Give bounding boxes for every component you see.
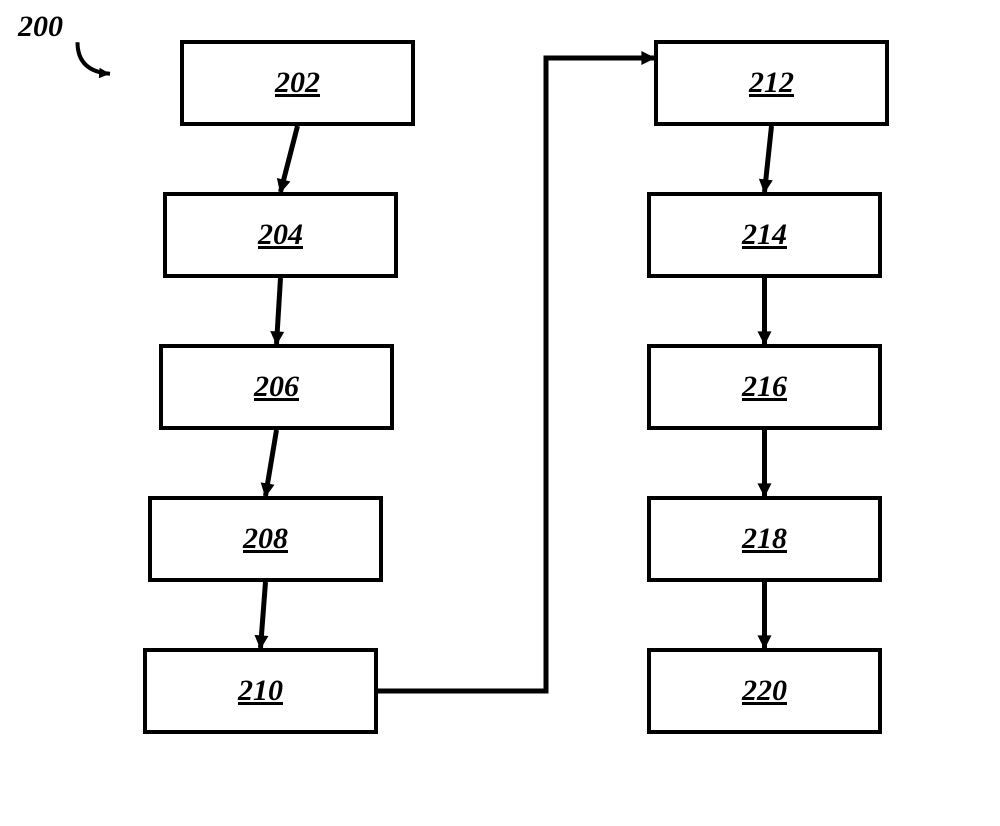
node-label: 210 <box>238 674 283 708</box>
flowchart-node-202: 202 <box>180 40 415 126</box>
edge-n208-n210 <box>261 582 266 648</box>
edge-n202-n204 <box>281 126 298 192</box>
node-label: 208 <box>243 522 288 556</box>
flowchart-node-208: 208 <box>148 496 383 582</box>
node-label: 220 <box>742 674 787 708</box>
flowchart-node-210: 210 <box>143 648 378 734</box>
flowchart-node-206: 206 <box>159 344 394 430</box>
node-label: 202 <box>275 66 320 100</box>
flowchart-node-204: 204 <box>163 192 398 278</box>
edge-n210-n212 <box>378 58 654 691</box>
flowchart-node-216: 216 <box>647 344 882 430</box>
node-label: 218 <box>742 522 787 556</box>
flowchart-node-218: 218 <box>647 496 882 582</box>
edge-n212-n214 <box>765 126 772 192</box>
node-label: 204 <box>258 218 303 252</box>
flowchart-node-212: 212 <box>654 40 889 126</box>
node-label: 206 <box>254 370 299 404</box>
node-label: 214 <box>742 218 787 252</box>
flowchart-node-214: 214 <box>647 192 882 278</box>
node-label: 212 <box>749 66 794 100</box>
node-label: 216 <box>742 370 787 404</box>
flowchart-node-220: 220 <box>647 648 882 734</box>
edge-n206-n208 <box>266 430 277 496</box>
edge-n204-n206 <box>277 278 281 344</box>
flowchart-canvas: 200 202204206208210212214216218220 <box>0 0 1000 826</box>
